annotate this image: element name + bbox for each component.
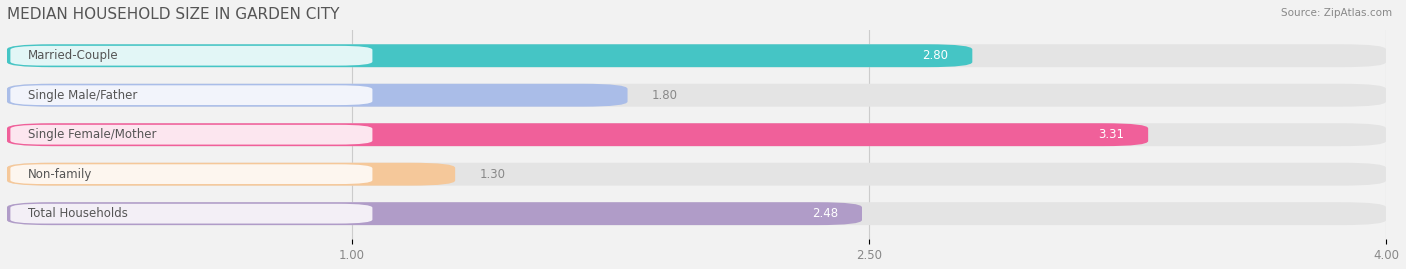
FancyBboxPatch shape bbox=[7, 163, 1386, 186]
Text: Total Households: Total Households bbox=[28, 207, 128, 220]
FancyBboxPatch shape bbox=[7, 123, 1386, 146]
Text: 2.48: 2.48 bbox=[811, 207, 838, 220]
Text: Married-Couple: Married-Couple bbox=[28, 49, 118, 62]
Text: Single Male/Father: Single Male/Father bbox=[28, 89, 136, 102]
Text: Non-family: Non-family bbox=[28, 168, 91, 181]
Text: Single Female/Mother: Single Female/Mother bbox=[28, 128, 156, 141]
FancyBboxPatch shape bbox=[7, 84, 1386, 107]
Text: 3.31: 3.31 bbox=[1098, 128, 1123, 141]
Text: MEDIAN HOUSEHOLD SIZE IN GARDEN CITY: MEDIAN HOUSEHOLD SIZE IN GARDEN CITY bbox=[7, 7, 339, 22]
FancyBboxPatch shape bbox=[7, 202, 1386, 225]
FancyBboxPatch shape bbox=[7, 44, 1386, 67]
Text: Source: ZipAtlas.com: Source: ZipAtlas.com bbox=[1281, 8, 1392, 18]
FancyBboxPatch shape bbox=[10, 46, 373, 66]
Text: 1.30: 1.30 bbox=[479, 168, 505, 181]
FancyBboxPatch shape bbox=[7, 84, 627, 107]
Text: 1.80: 1.80 bbox=[651, 89, 678, 102]
FancyBboxPatch shape bbox=[10, 204, 373, 224]
FancyBboxPatch shape bbox=[7, 202, 862, 225]
FancyBboxPatch shape bbox=[7, 163, 456, 186]
FancyBboxPatch shape bbox=[10, 85, 373, 105]
FancyBboxPatch shape bbox=[7, 44, 973, 67]
FancyBboxPatch shape bbox=[7, 123, 1149, 146]
FancyBboxPatch shape bbox=[10, 164, 373, 184]
Text: 2.80: 2.80 bbox=[922, 49, 948, 62]
FancyBboxPatch shape bbox=[10, 125, 373, 144]
